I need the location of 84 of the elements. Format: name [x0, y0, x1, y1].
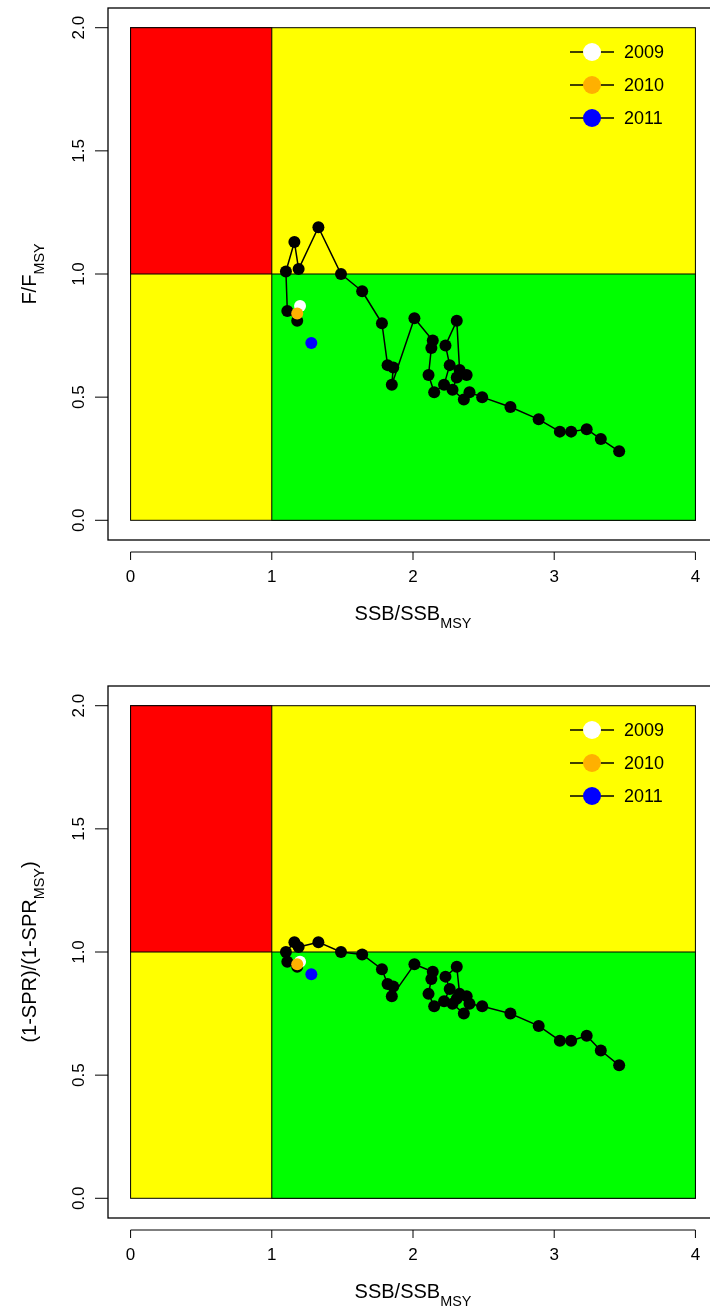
x-tick-label: 1: [267, 567, 277, 586]
point: [428, 386, 441, 399]
point: [504, 401, 517, 413]
point: [292, 263, 305, 276]
x-tick-label: 3: [549, 567, 559, 586]
point: [312, 221, 325, 234]
point: [408, 958, 421, 971]
x-tick-label: 0: [125, 1245, 136, 1264]
y-tick-label: 1.0: [69, 940, 88, 964]
point: [450, 960, 463, 973]
x-axis-title: SSB/SSB$_{MSY}$: [354, 1280, 472, 1308]
point: [594, 433, 607, 446]
x-tick-label: 3: [549, 1245, 559, 1264]
point: [422, 368, 435, 381]
legend-label: 2011: [624, 108, 663, 128]
y-tick-label: 2.0: [69, 693, 88, 718]
point: [385, 990, 398, 1003]
point: [457, 1007, 470, 1020]
y-tick-label: 2.0: [69, 15, 88, 40]
y-tick-label: 0.5: [69, 385, 88, 409]
point: [422, 987, 435, 1000]
x-tick-label: 2: [408, 1245, 418, 1264]
point: [408, 312, 421, 325]
point: [476, 1000, 489, 1013]
y-tick-label: 0.0: [69, 508, 88, 533]
point: [381, 359, 394, 372]
x-axis-title: SSB/SSB$_{MSY}$: [354, 602, 472, 631]
point: [356, 285, 369, 298]
point: [580, 423, 593, 436]
y-tick-label: 1.0: [69, 262, 88, 286]
legend-label: 2010: [624, 753, 665, 773]
point: [381, 978, 394, 991]
point: [279, 265, 292, 278]
point: [356, 948, 369, 961]
y-tick-label: 0.0: [69, 1186, 88, 1211]
y-tick-label: 1.5: [69, 139, 88, 163]
point: [305, 336, 318, 349]
legend-label: 2009: [624, 42, 665, 62]
x-tick-label: 0: [125, 567, 136, 586]
point: [613, 445, 626, 458]
point: [565, 1034, 578, 1047]
point: [334, 268, 347, 280]
point: [438, 995, 451, 1008]
point: [565, 425, 578, 438]
point: [312, 936, 325, 949]
point: [426, 965, 439, 978]
point: [594, 1044, 607, 1057]
point: [334, 946, 347, 958]
x-tick-label: 4: [690, 567, 701, 586]
point: [288, 235, 301, 248]
point: [443, 359, 456, 372]
y-tick-label: 1.5: [69, 817, 88, 841]
point: [438, 378, 451, 391]
point: [439, 970, 452, 983]
point: [281, 955, 294, 968]
point: [281, 304, 294, 317]
point: [553, 425, 566, 438]
point: [291, 307, 304, 320]
x-tick-label: 2: [408, 567, 418, 586]
x-tick-label: 1: [267, 1245, 277, 1264]
point: [532, 413, 545, 426]
point: [375, 963, 388, 976]
legend-label: 2011: [624, 786, 663, 806]
y-tick-label: 0.5: [69, 1063, 88, 1087]
point: [613, 1059, 626, 1072]
point: [504, 1007, 517, 1020]
point: [279, 946, 292, 958]
point: [439, 339, 452, 352]
point: [450, 314, 463, 327]
point: [532, 1019, 545, 1032]
point: [476, 391, 489, 404]
point: [443, 982, 456, 995]
point: [385, 378, 398, 391]
legend-label: 2010: [624, 75, 665, 95]
point: [288, 936, 301, 949]
x-tick-label: 4: [690, 1245, 701, 1264]
point: [580, 1029, 593, 1042]
point: [457, 393, 470, 406]
point: [375, 317, 388, 330]
point: [428, 1000, 441, 1013]
legend-label: 2009: [624, 720, 665, 740]
point: [553, 1034, 566, 1047]
point: [305, 968, 318, 981]
point: [426, 334, 439, 347]
